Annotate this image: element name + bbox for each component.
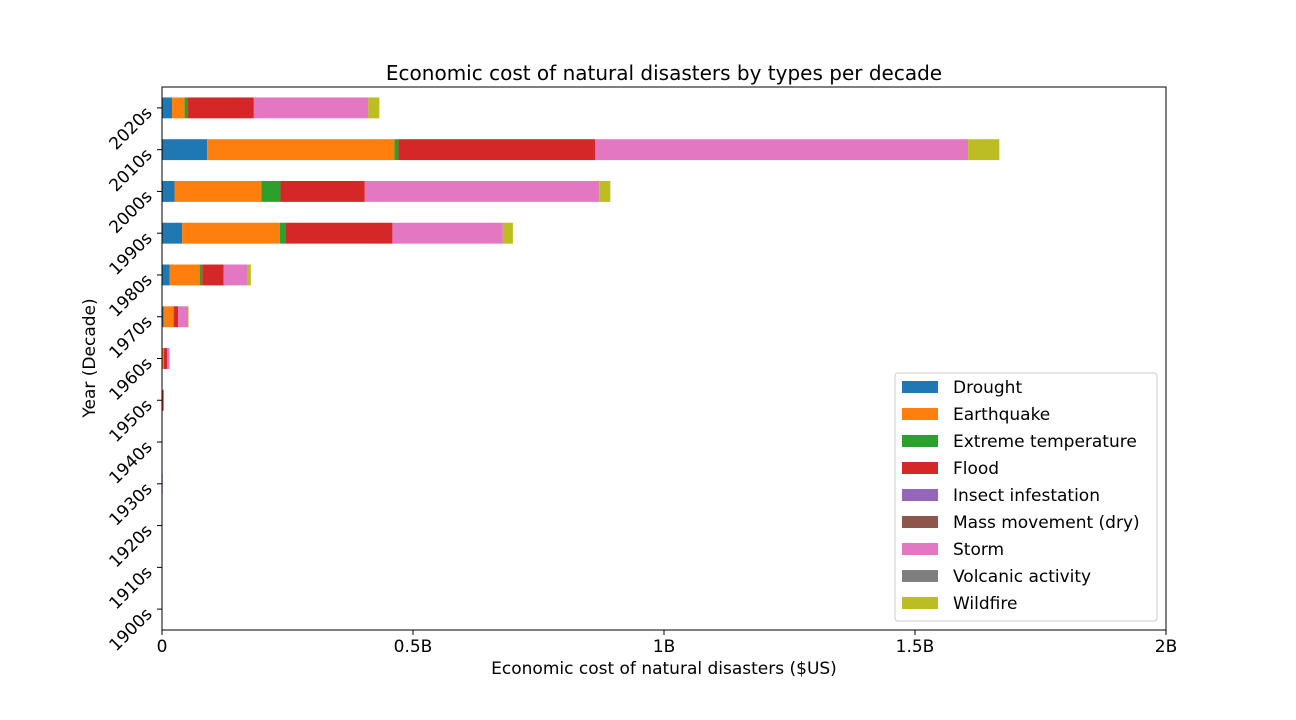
y-axis-label: Year (Decade) — [80, 298, 100, 418]
legend-label-volcanic-activity: Volcanic activity — [953, 567, 1091, 587]
y-tick-label: 1970s — [106, 312, 157, 363]
y-tick-label: 1940s — [106, 437, 157, 488]
y-tick-label: 1990s — [106, 228, 157, 279]
bar-wildfire-2000s — [599, 180, 611, 202]
x-axis: 0 0.5B 1B 1.5B 2B — [157, 630, 1177, 657]
bar-flood-1980s — [202, 264, 224, 286]
bar-flood-2020s — [187, 97, 254, 119]
bar-flood-2010s — [398, 139, 596, 161]
bar-flood-1970s — [174, 306, 179, 328]
bar-drought-1970s — [162, 306, 164, 328]
x-tick-label: 1.5B — [896, 637, 935, 657]
bar-extreme-temperature-2010s — [394, 139, 399, 161]
legend-label-mass-movement-dry: Mass movement (dry) — [953, 513, 1140, 533]
bar-flood-2000s — [280, 180, 365, 202]
bar-earthquake-1980s — [169, 264, 200, 286]
bar-drought-2000s — [162, 180, 175, 202]
x-tick-label: 0 — [157, 637, 168, 657]
legend-swatch-volcanic-activity — [902, 570, 938, 582]
legend-label-wildfire: Wildfire — [953, 594, 1017, 614]
bar-extreme-temperature-2020s — [184, 97, 188, 119]
legend-label-earthquake: Earthquake — [953, 405, 1050, 425]
legend-label-insect-infestation: Insect infestation — [953, 486, 1100, 506]
y-tick-label: 1980s — [106, 270, 157, 321]
bar-storm-1980s — [223, 264, 248, 286]
bar-storm-2020s — [253, 97, 369, 119]
legend-frame — [894, 372, 1158, 622]
bar-wildfire-1980s — [247, 264, 251, 286]
y-tick-label: 2010s — [106, 145, 157, 196]
chart-title: Economic cost of natural disasters by ty… — [386, 61, 942, 85]
bar-storm-1990s — [392, 222, 503, 244]
bar-drought-1990s — [162, 222, 183, 244]
x-axis-label: Economic cost of natural disasters ($US) — [491, 659, 837, 679]
legend-swatch-drought — [902, 381, 938, 393]
legend-swatch-insect-infestation — [902, 489, 938, 501]
y-tick-label: 1930s — [106, 479, 157, 530]
bar-earthquake-1970s — [163, 306, 174, 328]
bar-wildfire-2010s — [968, 139, 1000, 161]
legend-swatch-wildfire — [902, 597, 938, 609]
bar-wildfire-2020s — [368, 97, 380, 119]
bar-storm-1970s — [178, 306, 189, 328]
legend-label-extreme-temperature: Extreme temperature — [953, 432, 1137, 452]
bar-flood-1990s — [285, 222, 393, 244]
bar-earthquake-1990s — [182, 222, 280, 244]
legend-label-drought: Drought — [953, 378, 1022, 398]
legend-label-flood: Flood — [953, 459, 999, 479]
bar-storm-1960s — [167, 348, 170, 369]
bars-layer — [162, 97, 1000, 620]
y-tick-label: 1910s — [106, 563, 157, 614]
legend: Drought Earthquake Extreme temperature Floo… — [894, 372, 1158, 622]
bar-storm-2000s — [364, 180, 600, 202]
bar-drought-2010s — [162, 139, 208, 161]
y-tick-label: 1950s — [106, 396, 157, 447]
y-tick-label: 1960s — [106, 354, 157, 405]
bar-flood-1950s — [162, 389, 164, 411]
bar-storm-2010s — [595, 139, 969, 161]
legend-swatch-flood — [902, 462, 938, 474]
bar-drought-1980s — [162, 264, 170, 286]
y-tick-label: 2020s — [106, 103, 157, 154]
bar-earthquake-2010s — [207, 139, 395, 161]
y-tick-label: 1900s — [106, 604, 157, 655]
bar-extreme-temperature-2000s — [261, 180, 281, 202]
bar-extreme-temperature-1990s — [279, 222, 286, 244]
bar-earthquake-1960s — [162, 348, 165, 369]
legend-swatch-earthquake — [902, 408, 938, 420]
bar-wildfire-1970s — [188, 306, 189, 328]
bar-flood-1960s — [164, 348, 168, 369]
bar-earthquake-2000s — [174, 180, 262, 202]
legend-swatch-storm — [902, 543, 938, 555]
y-axis: 1900s1910s1920s1930s1940s1950s1960s1970s… — [106, 103, 162, 656]
y-tick-label: 2000s — [106, 187, 157, 238]
legend-swatch-mass-movement-dry — [902, 516, 938, 528]
bar-drought-2020s — [162, 97, 173, 119]
bar-wildfire-1990s — [502, 222, 513, 244]
bar-extreme-temperature-1980s — [199, 264, 203, 286]
x-tick-label: 1B — [653, 637, 675, 657]
legend-label-storm: Storm — [953, 540, 1004, 560]
bar-extreme-temperature-1970s — [173, 306, 175, 328]
y-tick-label: 1920s — [106, 521, 157, 572]
bar-earthquake-2020s — [172, 97, 185, 119]
x-tick-label: 2B — [1155, 637, 1177, 657]
x-tick-label: 0.5B — [394, 637, 433, 657]
legend-swatch-extreme-temperature — [902, 435, 938, 447]
